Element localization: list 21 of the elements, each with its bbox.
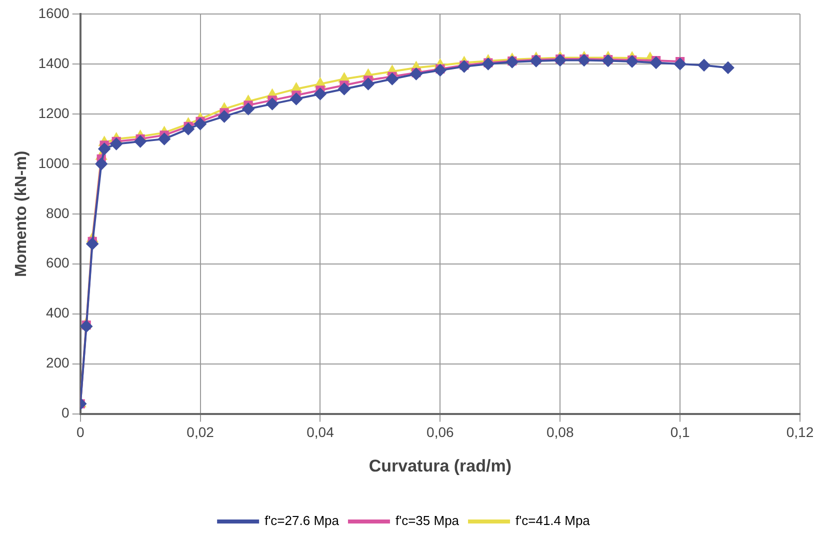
legend-label: f'c=35 Mpa [395, 513, 460, 528]
y-tick-label: 0 [62, 404, 70, 421]
x-tick-label: 0,02 [186, 424, 214, 440]
y-tick-label: 1400 [38, 54, 70, 71]
y-tick-label: 1200 [38, 104, 70, 121]
y-tick-label: 400 [46, 304, 70, 321]
y-tick-label: 1600 [38, 4, 70, 21]
x-tick-label: 0,04 [306, 424, 334, 440]
x-tick-label: 0,1 [670, 424, 690, 440]
y-axis-title: Momento (kN-m) [13, 150, 30, 278]
y-tick-label: 200 [46, 354, 70, 371]
x-tick-label: 0 [76, 424, 84, 440]
x-tick-label: 0,08 [546, 424, 574, 440]
x-axis-title: Curvatura (rad/m) [368, 456, 512, 476]
legend-label: f'c=27.6 Mpa [264, 513, 340, 528]
legend-label: f'c=41.4 Mpa [516, 513, 591, 528]
y-tick-label: 800 [46, 204, 70, 221]
x-tick-label: 0,12 [786, 424, 814, 440]
y-tick-label: 1000 [38, 154, 70, 171]
x-tick-label: 0,06 [426, 424, 454, 440]
y-tick-label: 600 [46, 254, 70, 271]
